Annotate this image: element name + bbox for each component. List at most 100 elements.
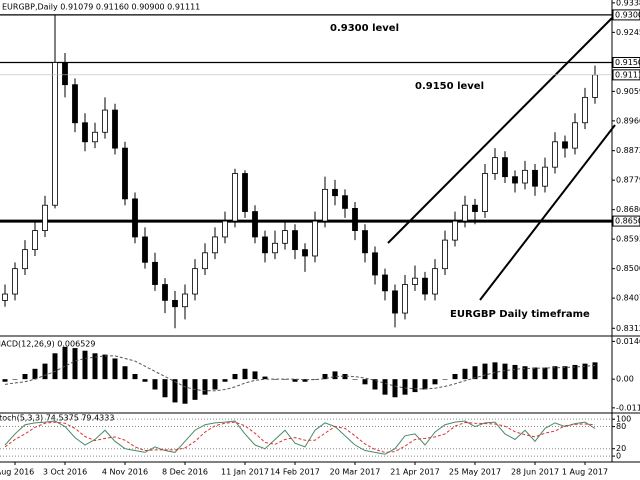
candle-body [522,169,528,184]
candle-body [512,176,518,184]
macd-bar [442,379,448,380]
candle-body [292,230,298,251]
macd-bar [262,376,268,380]
candle-body [212,236,218,254]
candle-body [302,249,308,257]
macd-bar [412,379,418,393]
x-tick-label: 3 Oct 2016 [43,468,87,477]
x-tick-label: 20 Mar 2017 [330,468,381,477]
x-tick-label: 11 Jan 2017 [221,468,269,477]
channel-upper-trendline [387,14,616,244]
candle-body [532,169,538,187]
candle-body [232,173,238,222]
macd-bar [92,353,98,380]
macd-bar [132,373,138,380]
macd-bar [432,379,438,385]
macd-bar [182,379,188,404]
candle-body [542,166,548,187]
annotation: 0.9150 level [415,81,484,92]
macd-bar [212,379,218,390]
macd-bar [482,363,488,380]
macd-bar [382,379,388,395]
candle-body [382,274,388,292]
candle-body [52,62,58,206]
annotation: 0.9300 level [330,23,399,34]
candle-body [402,284,408,314]
macd-bar [512,364,518,380]
x-tick-label: 4 Nov 2016 [102,468,148,477]
candle-body [102,109,108,133]
candle-body [322,188,328,222]
candle-body [272,242,278,254]
macd-bar [22,373,28,380]
macd-bar [372,379,378,390]
candle-body [582,96,588,124]
y-tick-label: 20 [616,444,626,453]
macd-bar [322,373,328,380]
y-tick-label: 0.0146 [616,337,640,346]
candle-body [262,236,268,254]
level-price-box [612,56,640,68]
candle-body [202,252,208,270]
macd-bar [562,366,568,380]
y-tick-label: 0.9338 [616,0,640,7]
candle-body [492,157,498,174]
macd-bar [302,379,308,382]
candle-body [392,290,398,314]
macd-bar [332,371,338,380]
candle-body [2,293,8,301]
candle-body [472,204,478,212]
macd-bar [492,362,498,380]
macd-bar [122,366,128,380]
candle-body [222,220,228,238]
series-line [4,421,596,453]
macd-bar [582,363,588,380]
macd-bar [42,363,48,380]
y-tick-label: 0.00 [616,375,634,384]
candle-body [162,284,168,301]
candle-body [252,211,258,238]
macd-bar [2,379,8,382]
candle-body [282,230,288,244]
channel-lower-trendline [479,124,616,301]
macd-bar [422,379,428,390]
level-price-label: 0.9150 [615,58,640,67]
y-tick-label: 0 [616,452,621,461]
candle-body [42,204,48,231]
current-price-label: 0.9111 [615,70,640,79]
macd-bar [552,366,558,380]
x-tick-label: Aug 2016 [0,468,34,477]
macd-bar [162,379,168,398]
candle-body [352,207,358,231]
candle-body [422,277,428,295]
x-tick-label: 14 Feb 2017 [270,468,320,477]
macd-bar [572,364,578,380]
candle-body [112,109,118,149]
candle-body [592,74,598,98]
x-tick-label: 1 Aug 2017 [562,468,608,477]
macd-bar [12,379,18,380]
macd-bar [142,379,148,382]
current-price-box [612,69,640,81]
macd-bar [32,368,38,380]
macd-bar [342,373,348,380]
macd-bar [312,379,318,380]
y-tick-label: 0.8686 [616,205,640,214]
candle-body [432,268,438,295]
macd-bar [392,379,398,398]
candle-body [92,131,98,143]
candle-body [462,204,468,222]
candle-body [122,147,128,200]
macd-bar [462,368,468,380]
macd-bar [242,368,248,380]
macd-bar [502,363,508,380]
level-price-box [612,9,640,21]
candle-body [362,230,368,254]
candle-body [192,268,198,295]
candle-body [342,195,348,209]
macd-bar [592,362,598,380]
x-tick-label: 21 Apr 2017 [390,468,439,477]
y-tick-label: 0.9245 [616,28,640,37]
candle-body [572,122,578,149]
